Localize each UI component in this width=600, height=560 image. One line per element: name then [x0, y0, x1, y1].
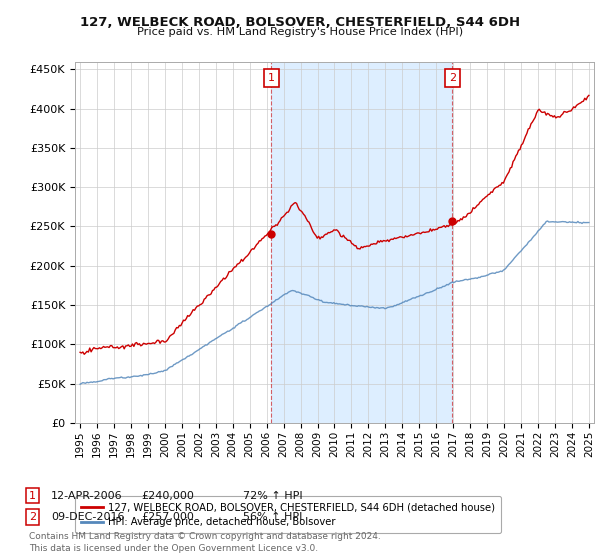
Legend: 127, WELBECK ROAD, BOLSOVER, CHESTERFIELD, S44 6DH (detached house), HPI: Averag: 127, WELBECK ROAD, BOLSOVER, CHESTERFIEL…: [75, 496, 501, 534]
Text: 2: 2: [29, 512, 36, 522]
Text: 09-DEC-2016: 09-DEC-2016: [51, 512, 125, 522]
Text: 2: 2: [449, 73, 456, 83]
Text: 127, WELBECK ROAD, BOLSOVER, CHESTERFIELD, S44 6DH: 127, WELBECK ROAD, BOLSOVER, CHESTERFIEL…: [80, 16, 520, 29]
Text: 1: 1: [29, 491, 36, 501]
Text: 1: 1: [268, 73, 275, 83]
Bar: [271, 62, 452, 423]
Text: Price paid vs. HM Land Registry's House Price Index (HPI): Price paid vs. HM Land Registry's House …: [137, 27, 463, 37]
Text: Contains HM Land Registry data © Crown copyright and database right 2024.
This d: Contains HM Land Registry data © Crown c…: [29, 532, 380, 553]
Text: £257,000: £257,000: [141, 512, 194, 522]
Text: 72% ↑ HPI: 72% ↑ HPI: [243, 491, 302, 501]
Text: 12-APR-2006: 12-APR-2006: [51, 491, 122, 501]
Text: 56% ↑ HPI: 56% ↑ HPI: [243, 512, 302, 522]
Text: £240,000: £240,000: [141, 491, 194, 501]
